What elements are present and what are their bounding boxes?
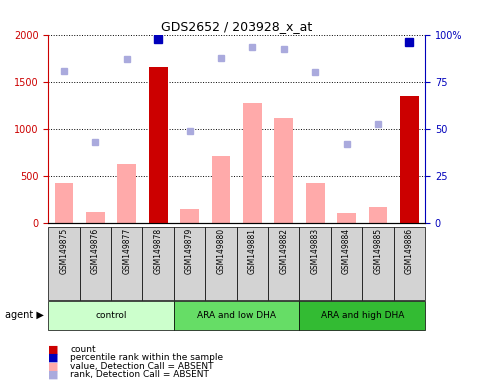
Bar	[362, 227, 394, 300]
Bar	[306, 183, 325, 223]
Bar	[174, 301, 299, 330]
Text: GSM149877: GSM149877	[122, 228, 131, 274]
Bar	[55, 183, 73, 223]
Text: GSM149878: GSM149878	[154, 228, 163, 274]
Text: ■: ■	[48, 353, 59, 363]
Bar	[180, 209, 199, 223]
Bar	[369, 207, 387, 223]
Text: ■: ■	[48, 344, 59, 354]
Bar	[86, 212, 105, 223]
Bar	[117, 164, 136, 223]
Text: GSM149881: GSM149881	[248, 228, 257, 274]
Bar	[268, 227, 299, 300]
Bar	[337, 214, 356, 223]
Text: agent ▶: agent ▶	[5, 310, 43, 320]
Text: ■: ■	[48, 361, 59, 371]
Bar	[299, 227, 331, 300]
Text: GSM149875: GSM149875	[59, 228, 69, 274]
Bar	[149, 68, 168, 223]
Bar	[142, 227, 174, 300]
Text: ■: ■	[48, 370, 59, 380]
Bar	[394, 227, 425, 300]
Text: GSM149885: GSM149885	[373, 228, 383, 274]
Bar	[205, 227, 237, 300]
Bar	[48, 301, 174, 330]
Bar	[212, 156, 230, 223]
Text: GSM149882: GSM149882	[279, 228, 288, 274]
Text: GSM149880: GSM149880	[216, 228, 226, 274]
Text: control: control	[95, 311, 127, 320]
Text: GSM149879: GSM149879	[185, 228, 194, 274]
Text: value, Detection Call = ABSENT: value, Detection Call = ABSENT	[70, 362, 213, 371]
Text: rank, Detection Call = ABSENT: rank, Detection Call = ABSENT	[70, 370, 209, 379]
Text: ARA and low DHA: ARA and low DHA	[197, 311, 276, 320]
Bar	[274, 118, 293, 223]
Text: GSM149884: GSM149884	[342, 228, 351, 274]
Text: GSM149886: GSM149886	[405, 228, 414, 274]
Bar	[111, 227, 142, 300]
Text: GSM149876: GSM149876	[91, 228, 100, 274]
Bar	[299, 301, 425, 330]
Text: ARA and high DHA: ARA and high DHA	[321, 311, 404, 320]
Bar	[48, 227, 80, 300]
Bar	[400, 96, 419, 223]
Bar	[243, 103, 262, 223]
Bar	[174, 227, 205, 300]
Bar	[331, 227, 362, 300]
Title: GDS2652 / 203928_x_at: GDS2652 / 203928_x_at	[161, 20, 313, 33]
Text: GSM149883: GSM149883	[311, 228, 320, 274]
Bar	[237, 227, 268, 300]
Bar	[80, 227, 111, 300]
Text: count: count	[70, 345, 96, 354]
Text: percentile rank within the sample: percentile rank within the sample	[70, 353, 223, 362]
